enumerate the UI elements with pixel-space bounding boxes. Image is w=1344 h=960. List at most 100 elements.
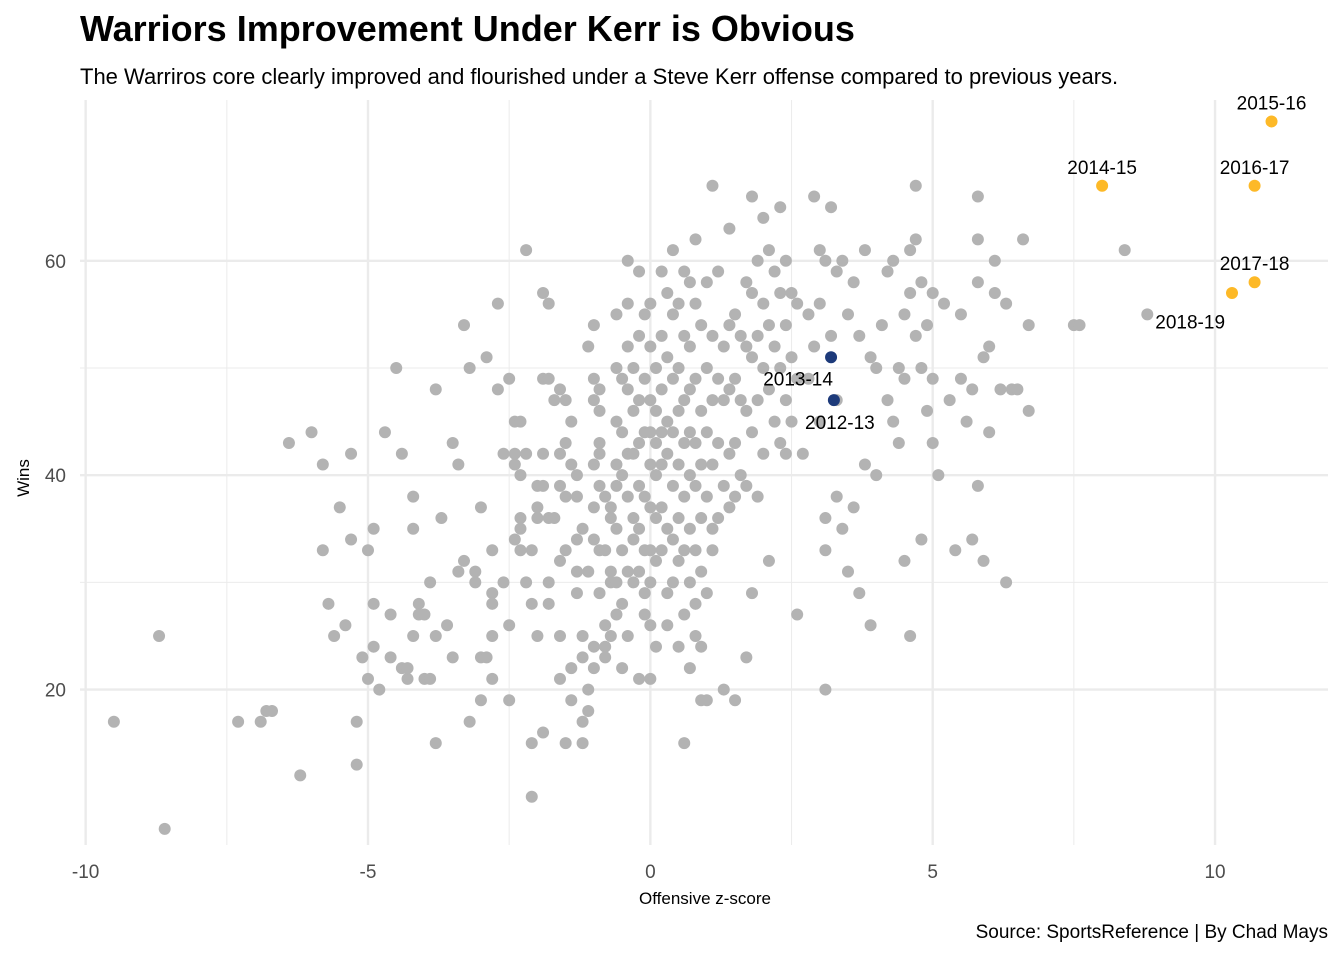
data-point (599, 544, 612, 557)
data-point (616, 426, 629, 439)
data-point (514, 415, 527, 428)
data-point (446, 651, 459, 664)
data-point (723, 383, 736, 396)
data-point (474, 501, 487, 514)
series-warriors_pre_kerr (825, 351, 840, 407)
data-point (486, 629, 499, 642)
data-point (774, 361, 787, 374)
data-point (565, 415, 578, 428)
data-point (316, 544, 329, 557)
data-point (554, 447, 566, 460)
data-point (909, 179, 922, 192)
data-point (655, 426, 668, 439)
data-point (412, 597, 425, 610)
data-point (570, 469, 583, 482)
data-point (858, 244, 871, 257)
data-point (627, 447, 640, 460)
data-point (689, 629, 702, 642)
data-point (909, 233, 922, 246)
data-point (655, 501, 668, 514)
data-point (633, 522, 646, 535)
data-point (949, 544, 962, 557)
data-point (644, 576, 657, 589)
data-point (627, 533, 640, 546)
data-point (683, 469, 696, 482)
point-label: 2015-16 (1237, 93, 1307, 114)
data-point (525, 597, 538, 610)
data-point (683, 340, 696, 353)
data-point (988, 286, 1001, 299)
data-point (898, 308, 911, 321)
data-point (638, 372, 651, 385)
data-point (525, 544, 538, 557)
data-point (689, 372, 702, 385)
data-point (503, 372, 516, 385)
data-point (576, 522, 589, 535)
data-point (537, 726, 550, 739)
data-point (621, 254, 634, 267)
data-point (740, 340, 753, 353)
data-point (836, 522, 849, 535)
data-point (666, 308, 679, 321)
data-point (881, 265, 894, 278)
data-point (892, 437, 905, 450)
data-point (1265, 115, 1278, 128)
data-point (774, 286, 787, 299)
data-point (655, 329, 668, 342)
data-point (644, 672, 657, 685)
data-point (401, 662, 414, 675)
data-point (373, 683, 386, 696)
data-point (887, 415, 900, 428)
data-point (695, 319, 708, 332)
data-point (712, 437, 725, 450)
data-point (836, 254, 849, 267)
data-point (350, 715, 363, 728)
data-point (881, 394, 894, 407)
data-point (486, 672, 499, 685)
data-point (661, 351, 674, 364)
data-point (554, 629, 566, 642)
data-point (898, 554, 911, 567)
data-point (610, 415, 623, 428)
data-point (633, 672, 646, 685)
data-point (729, 372, 742, 385)
data-point (751, 254, 764, 267)
data-point (525, 737, 538, 750)
y-tick-label: 40 (45, 466, 66, 487)
data-point (672, 458, 685, 471)
data-point (757, 361, 770, 374)
data-point (988, 254, 1001, 267)
data-point (695, 565, 708, 578)
data-point (610, 458, 623, 471)
data-point (740, 651, 753, 664)
data-point (683, 276, 696, 289)
data-point (683, 522, 696, 535)
data-point (407, 629, 420, 642)
data-point (1000, 576, 1013, 589)
data-point (604, 501, 617, 514)
data-point (621, 383, 634, 396)
data-point (531, 512, 544, 525)
data-point (802, 308, 815, 321)
data-point (983, 340, 996, 353)
data-point (486, 597, 499, 610)
data-point (582, 705, 595, 718)
data-point (616, 597, 629, 610)
data-point (1011, 383, 1024, 396)
data-point (666, 372, 679, 385)
data-point (762, 319, 775, 332)
data-point (266, 705, 278, 718)
data-point (345, 447, 358, 460)
data-point (616, 544, 629, 557)
data-point (497, 447, 510, 460)
data-point (695, 640, 708, 653)
data-point (463, 361, 476, 374)
data-point (791, 297, 804, 310)
data-point (582, 340, 595, 353)
data-point (621, 297, 634, 310)
point-label: 2017-18 (1220, 254, 1290, 275)
data-point (565, 694, 578, 707)
data-point (712, 265, 725, 278)
data-point (638, 308, 651, 321)
data-point (638, 608, 651, 621)
